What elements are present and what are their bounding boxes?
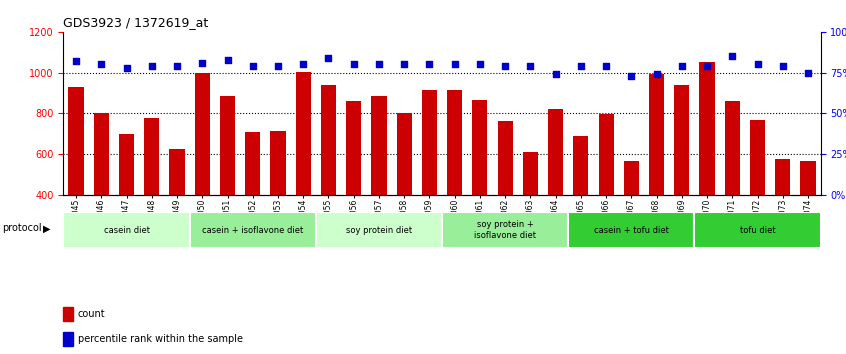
Bar bbox=[472, 100, 487, 195]
Bar bbox=[220, 96, 235, 195]
Bar bbox=[523, 152, 538, 195]
Point bbox=[296, 62, 310, 67]
FancyBboxPatch shape bbox=[316, 212, 442, 248]
Text: ▶: ▶ bbox=[43, 223, 51, 233]
Point bbox=[372, 62, 386, 67]
Point bbox=[120, 65, 134, 70]
Bar bbox=[271, 131, 286, 195]
Bar bbox=[548, 109, 563, 195]
Point bbox=[574, 63, 588, 69]
Bar bbox=[700, 62, 715, 195]
Bar bbox=[169, 149, 184, 195]
Point bbox=[650, 72, 663, 77]
Text: soy protein +
isoflavone diet: soy protein + isoflavone diet bbox=[474, 221, 536, 240]
Bar bbox=[94, 113, 109, 195]
FancyBboxPatch shape bbox=[695, 212, 821, 248]
Point bbox=[347, 62, 360, 67]
Point bbox=[95, 62, 108, 67]
Text: count: count bbox=[78, 309, 105, 319]
FancyBboxPatch shape bbox=[63, 212, 190, 248]
Point bbox=[675, 63, 689, 69]
Point bbox=[498, 63, 512, 69]
Point bbox=[549, 72, 563, 77]
Bar bbox=[775, 159, 790, 195]
Point bbox=[170, 63, 184, 69]
Bar bbox=[69, 87, 84, 195]
Point bbox=[423, 62, 437, 67]
Text: percentile rank within the sample: percentile rank within the sample bbox=[78, 333, 243, 344]
Point bbox=[700, 63, 714, 69]
Bar bbox=[63, 307, 73, 321]
Bar bbox=[119, 133, 135, 195]
Point bbox=[801, 70, 815, 75]
Bar bbox=[245, 132, 261, 195]
Bar bbox=[144, 118, 159, 195]
Point bbox=[272, 63, 285, 69]
Bar bbox=[321, 85, 336, 195]
Bar bbox=[295, 72, 310, 195]
Point bbox=[624, 73, 638, 79]
Point bbox=[398, 62, 411, 67]
Bar bbox=[624, 161, 639, 195]
Bar bbox=[195, 73, 210, 195]
Point bbox=[524, 63, 537, 69]
Bar bbox=[397, 113, 412, 195]
Point bbox=[776, 63, 789, 69]
Text: GDS3923 / 1372619_at: GDS3923 / 1372619_at bbox=[63, 16, 209, 29]
Bar bbox=[800, 161, 816, 195]
Text: soy protein diet: soy protein diet bbox=[346, 225, 412, 235]
Bar bbox=[422, 90, 437, 195]
Bar bbox=[574, 136, 589, 195]
Point bbox=[145, 63, 158, 69]
Bar bbox=[63, 332, 73, 346]
Bar bbox=[371, 96, 387, 195]
Bar bbox=[346, 101, 361, 195]
Bar bbox=[750, 120, 765, 195]
Point bbox=[448, 62, 461, 67]
Text: casein diet: casein diet bbox=[103, 225, 150, 235]
Text: casein + tofu diet: casein + tofu diet bbox=[594, 225, 669, 235]
Bar bbox=[447, 90, 462, 195]
Point bbox=[195, 60, 209, 65]
Point bbox=[473, 62, 486, 67]
Point bbox=[246, 63, 260, 69]
Point bbox=[599, 63, 613, 69]
FancyBboxPatch shape bbox=[569, 212, 695, 248]
Text: casein + isoflavone diet: casein + isoflavone diet bbox=[202, 225, 304, 235]
Bar bbox=[497, 121, 513, 195]
FancyBboxPatch shape bbox=[442, 212, 569, 248]
Point bbox=[726, 53, 739, 59]
Text: tofu diet: tofu diet bbox=[739, 225, 775, 235]
FancyBboxPatch shape bbox=[190, 212, 316, 248]
Point bbox=[221, 57, 234, 62]
Bar bbox=[674, 85, 689, 195]
Text: protocol: protocol bbox=[2, 223, 41, 233]
Bar bbox=[649, 74, 664, 195]
Point bbox=[321, 55, 335, 61]
Point bbox=[750, 62, 764, 67]
Bar bbox=[598, 114, 613, 195]
Bar bbox=[725, 101, 740, 195]
Point bbox=[69, 58, 83, 64]
